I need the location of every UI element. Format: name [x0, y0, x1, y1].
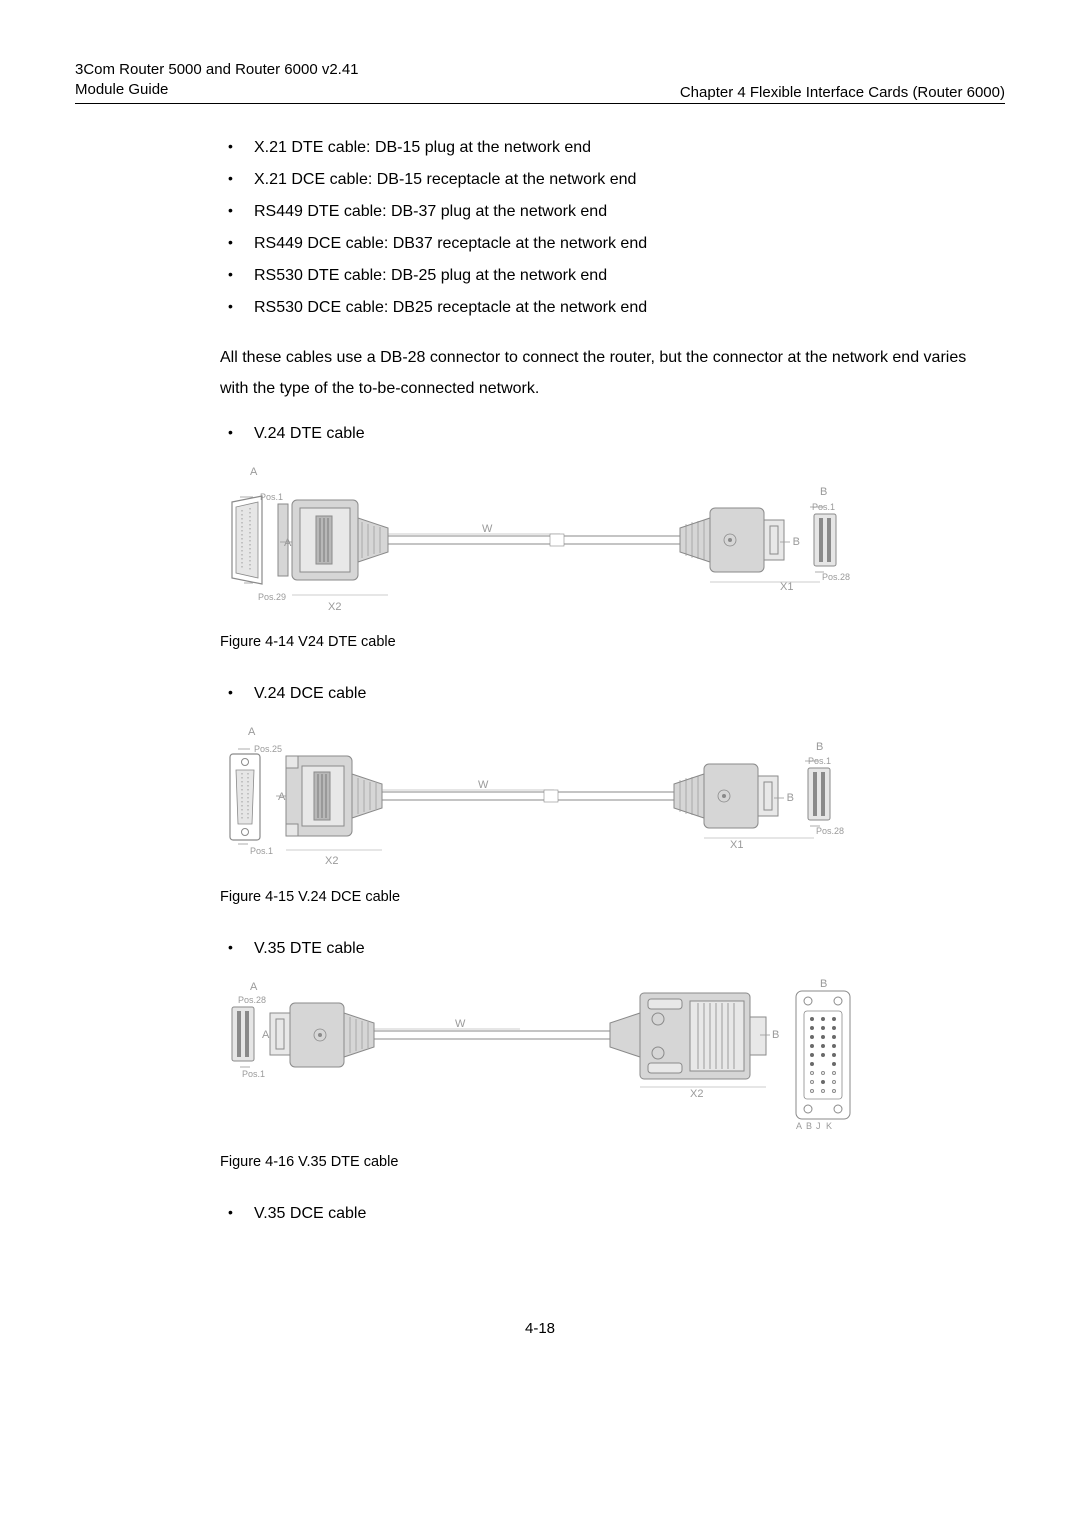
section-heading: V.35 DCE cable — [220, 1198, 975, 1230]
cable-diagram-icon: A Pos.28 Pos.1 A W — [220, 975, 870, 1135]
svg-text:K: K — [826, 1121, 832, 1131]
figure-4-16: A Pos.28 Pos.1 A W — [220, 975, 975, 1140]
svg-text:Pos.29: Pos.29 — [258, 592, 286, 602]
svg-text:X2: X2 — [328, 601, 341, 613]
svg-text:B: B — [820, 486, 827, 498]
svg-text:Pos.1: Pos.1 — [260, 492, 283, 502]
svg-text:B: B — [816, 741, 823, 753]
section-bullet: V.24 DCE cable — [220, 678, 975, 710]
svg-text:B: B — [820, 978, 827, 990]
section-bullet: V.35 DTE cable — [220, 933, 975, 965]
figure-caption: Figure 4-15 V.24 DCE cable — [220, 889, 975, 905]
svg-text:B: B — [793, 536, 800, 548]
svg-text:Pos.28: Pos.28 — [822, 572, 850, 582]
figure-4-15: A Pos.25 Pos.1 A — [220, 720, 975, 875]
svg-text:A: A — [248, 726, 256, 738]
section-heading: V.24 DCE cable — [220, 678, 975, 710]
section-bullet: V.35 DCE cable — [220, 1198, 975, 1230]
svg-text:A: A — [250, 466, 258, 478]
content-area: X.21 DTE cable: DB-15 plug at the networ… — [75, 132, 1005, 1230]
figure-caption: Figure 4-14 V24 DTE cable — [220, 634, 975, 650]
page-number: 4-18 — [75, 1320, 1005, 1337]
svg-text:Pos.28: Pos.28 — [238, 995, 266, 1005]
svg-text:J: J — [816, 1121, 821, 1131]
section-bullet: V.24 DTE cable — [220, 418, 975, 450]
svg-text:W: W — [482, 523, 493, 535]
list-item: RS449 DCE cable: DB37 receptacle at the … — [220, 228, 975, 260]
svg-text:B: B — [787, 792, 794, 804]
svg-text:A: A — [262, 1029, 270, 1041]
cable-diagram-icon: A Pos.1 Pos.29 A X2 — [220, 460, 860, 615]
svg-text:B: B — [806, 1121, 812, 1131]
list-item: RS530 DTE cable: DB-25 plug at the netwo… — [220, 260, 975, 292]
figure-caption: Figure 4-16 V.35 DTE cable — [220, 1154, 975, 1170]
svg-text:Pos.1: Pos.1 — [250, 846, 273, 856]
svg-text:W: W — [455, 1018, 466, 1030]
header-chapter: Chapter 4 Flexible Interface Cards (Rout… — [680, 84, 1005, 101]
list-item: RS449 DTE cable: DB-37 plug at the netwo… — [220, 196, 975, 228]
cable-diagram-icon: A Pos.25 Pos.1 A — [220, 720, 860, 870]
svg-text:A: A — [796, 1121, 802, 1131]
list-item: X.21 DCE cable: DB-15 receptacle at the … — [220, 164, 975, 196]
svg-text:Pos.28: Pos.28 — [816, 826, 844, 836]
svg-text:Pos.25: Pos.25 — [254, 744, 282, 754]
svg-text:X1: X1 — [780, 581, 793, 593]
svg-text:A: A — [250, 981, 258, 993]
section-heading: V.24 DTE cable — [220, 418, 975, 450]
svg-text:X1: X1 — [730, 839, 743, 851]
list-item: RS530 DCE cable: DB25 receptacle at the … — [220, 292, 975, 324]
svg-text:X2: X2 — [325, 855, 338, 867]
header-module: Module Guide — [75, 80, 359, 100]
list-item: X.21 DTE cable: DB-15 plug at the networ… — [220, 132, 975, 164]
svg-text:A: A — [278, 791, 286, 803]
svg-text:W: W — [478, 779, 489, 791]
svg-text:Pos.1: Pos.1 — [242, 1069, 265, 1079]
cable-specs-list: X.21 DTE cable: DB-15 plug at the networ… — [220, 132, 975, 324]
svg-text:A: A — [284, 537, 292, 549]
section-heading: V.35 DTE cable — [220, 933, 975, 965]
svg-text:B: B — [772, 1029, 779, 1041]
svg-text:X2: X2 — [690, 1088, 703, 1100]
page-header: 3Com Router 5000 and Router 6000 v2.41 M… — [75, 60, 1005, 104]
header-left: 3Com Router 5000 and Router 6000 v2.41 M… — [75, 60, 359, 101]
paragraph-db28: All these cables use a DB-28 connector t… — [220, 342, 975, 404]
figure-4-14: A Pos.1 Pos.29 A X2 — [220, 460, 975, 620]
header-product: 3Com Router 5000 and Router 6000 v2.41 — [75, 60, 359, 80]
